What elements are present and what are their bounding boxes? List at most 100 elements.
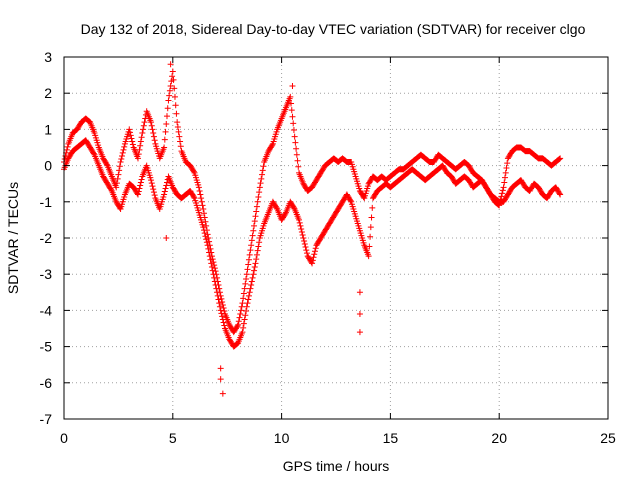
data-point — [174, 123, 181, 130]
data-point — [243, 303, 250, 310]
data-point — [260, 163, 267, 170]
data-point — [176, 133, 183, 140]
data-point — [556, 155, 563, 162]
data-point — [249, 232, 256, 239]
data-point — [250, 227, 257, 234]
data-point — [294, 157, 301, 164]
data-point — [197, 191, 204, 198]
data-point — [136, 185, 143, 192]
data-point — [151, 137, 158, 144]
data-point — [139, 130, 146, 137]
data-point — [243, 308, 250, 315]
data-point — [129, 138, 136, 145]
data-point — [217, 365, 224, 372]
x-tick-label: 5 — [169, 430, 177, 446]
data-point — [196, 187, 203, 194]
data-point — [242, 312, 249, 319]
data-point — [170, 76, 177, 83]
data-point — [201, 230, 208, 237]
data-point — [503, 165, 510, 172]
data-point — [248, 278, 255, 285]
data-point — [289, 113, 296, 120]
data-point — [251, 222, 258, 229]
data-point — [282, 210, 289, 217]
data-point — [85, 117, 92, 124]
data-point — [300, 235, 307, 241]
data-point — [90, 150, 97, 157]
data-point — [555, 156, 562, 163]
data-point — [212, 268, 219, 275]
data-point — [169, 73, 176, 80]
data-point — [148, 177, 155, 184]
data-point — [297, 222, 304, 229]
data-point — [177, 138, 184, 145]
data-point — [247, 247, 254, 254]
data-point — [161, 188, 168, 195]
data-point — [502, 169, 509, 176]
data-point — [256, 189, 263, 196]
data-point — [301, 241, 308, 248]
data-point — [213, 285, 220, 292]
data-point — [356, 329, 363, 336]
data-point — [293, 151, 300, 158]
data-point — [239, 329, 246, 336]
data-point — [148, 180, 155, 187]
data-point — [163, 113, 170, 120]
data-point — [162, 185, 169, 192]
y-tick-label: 3 — [44, 49, 52, 65]
data-point — [311, 248, 318, 255]
data-point — [190, 193, 197, 200]
data-point — [127, 129, 134, 136]
data-point — [113, 184, 120, 191]
data-point — [150, 133, 157, 140]
data-point — [290, 120, 297, 127]
data-point — [148, 119, 155, 126]
data-point — [255, 193, 262, 200]
data-point — [258, 175, 265, 182]
data-point — [254, 247, 261, 254]
data-point — [136, 146, 143, 153]
data-point — [240, 290, 247, 297]
data-point — [239, 300, 246, 307]
data-point — [256, 184, 263, 191]
data-point — [119, 149, 126, 156]
data-point — [240, 320, 247, 327]
data-point — [127, 132, 134, 139]
data-point — [500, 184, 507, 191]
data-point — [369, 204, 376, 211]
data-point — [137, 138, 144, 145]
data-point — [134, 155, 141, 162]
data-point — [149, 126, 156, 133]
data-point — [504, 160, 511, 167]
data-point — [269, 142, 276, 149]
data-point — [209, 267, 216, 274]
data-point — [257, 180, 264, 187]
y-tick-label: -6 — [40, 375, 53, 391]
data-point — [251, 218, 258, 225]
data-point — [356, 311, 363, 318]
data-point — [241, 316, 248, 323]
data-point — [63, 146, 70, 153]
data-point — [150, 189, 157, 196]
data-point — [242, 280, 249, 287]
data-point — [248, 282, 255, 289]
data-point — [499, 187, 506, 194]
data-point — [309, 257, 316, 264]
data-point — [198, 198, 205, 205]
y-tick-label: -3 — [40, 266, 53, 282]
data-point — [167, 82, 174, 89]
data-point — [162, 128, 169, 135]
y-tick-label: -7 — [40, 411, 53, 427]
data-point — [190, 168, 197, 175]
data-point — [557, 191, 564, 198]
x-axis-label: GPS time / hours — [283, 458, 390, 474]
data-point — [174, 119, 181, 126]
data-point — [177, 143, 184, 150]
data-point — [172, 102, 179, 109]
data-point — [163, 235, 170, 241]
data-point — [165, 97, 172, 104]
data-point — [288, 100, 295, 107]
x-tick-label: 0 — [60, 430, 68, 446]
y-tick-label: 0 — [44, 158, 52, 174]
